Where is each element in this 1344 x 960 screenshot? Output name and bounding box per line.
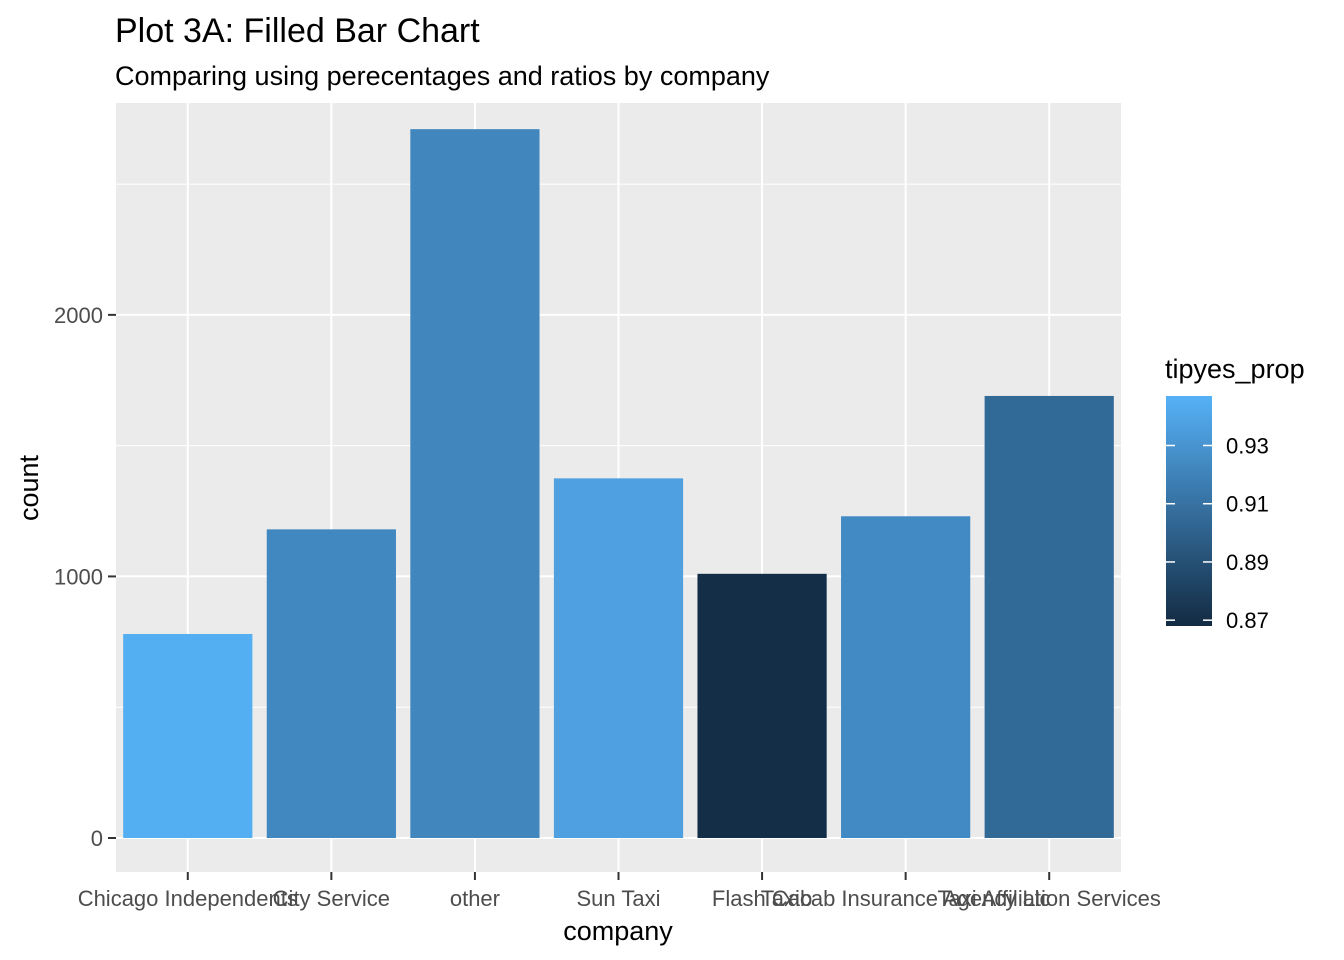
x-tick-label: Taxicab Insurance Agency Llc (761, 886, 1051, 911)
y-axis-title: count (14, 454, 44, 521)
chart-title: Plot 3A: Filled Bar Chart (115, 12, 480, 50)
bar (841, 516, 971, 838)
legend: tipyes_prop 0.93 0.91 0.89 0.87 (1165, 354, 1305, 633)
x-tick-label: Flash Cab (712, 886, 812, 911)
x-axis-title: company (563, 916, 673, 946)
legend-label: 0.87 (1226, 608, 1269, 633)
x-tick-label: Taxi Affiliation Services (938, 886, 1161, 911)
bar (984, 395, 1114, 838)
bars (123, 129, 1114, 838)
legend-label: 0.89 (1226, 550, 1269, 575)
legend-label: 0.93 (1226, 433, 1269, 458)
bar (266, 529, 396, 838)
y-tick-label: 0 (91, 826, 103, 851)
bar (410, 129, 540, 838)
bar (123, 633, 253, 838)
legend-colorbar (1166, 396, 1212, 626)
y-tick-label: 1000 (54, 564, 103, 589)
y-axis: 0 1000 2000 (54, 303, 116, 851)
x-tick-label: Chicago Independents (78, 886, 298, 911)
x-tick-label: other (450, 886, 500, 911)
legend-label: 0.91 (1226, 492, 1269, 517)
legend-ticks: 0.93 0.91 0.89 0.87 (1166, 433, 1269, 633)
x-tick-label: City Service (273, 886, 390, 911)
bar (697, 573, 827, 838)
bar (553, 478, 684, 838)
x-tick-label: Sun Taxi (577, 886, 661, 911)
y-tick-label: 2000 (54, 303, 103, 328)
legend-title: tipyes_prop (1165, 354, 1305, 384)
chart-subtitle: Comparing using perecentages and ratios … (115, 61, 770, 91)
